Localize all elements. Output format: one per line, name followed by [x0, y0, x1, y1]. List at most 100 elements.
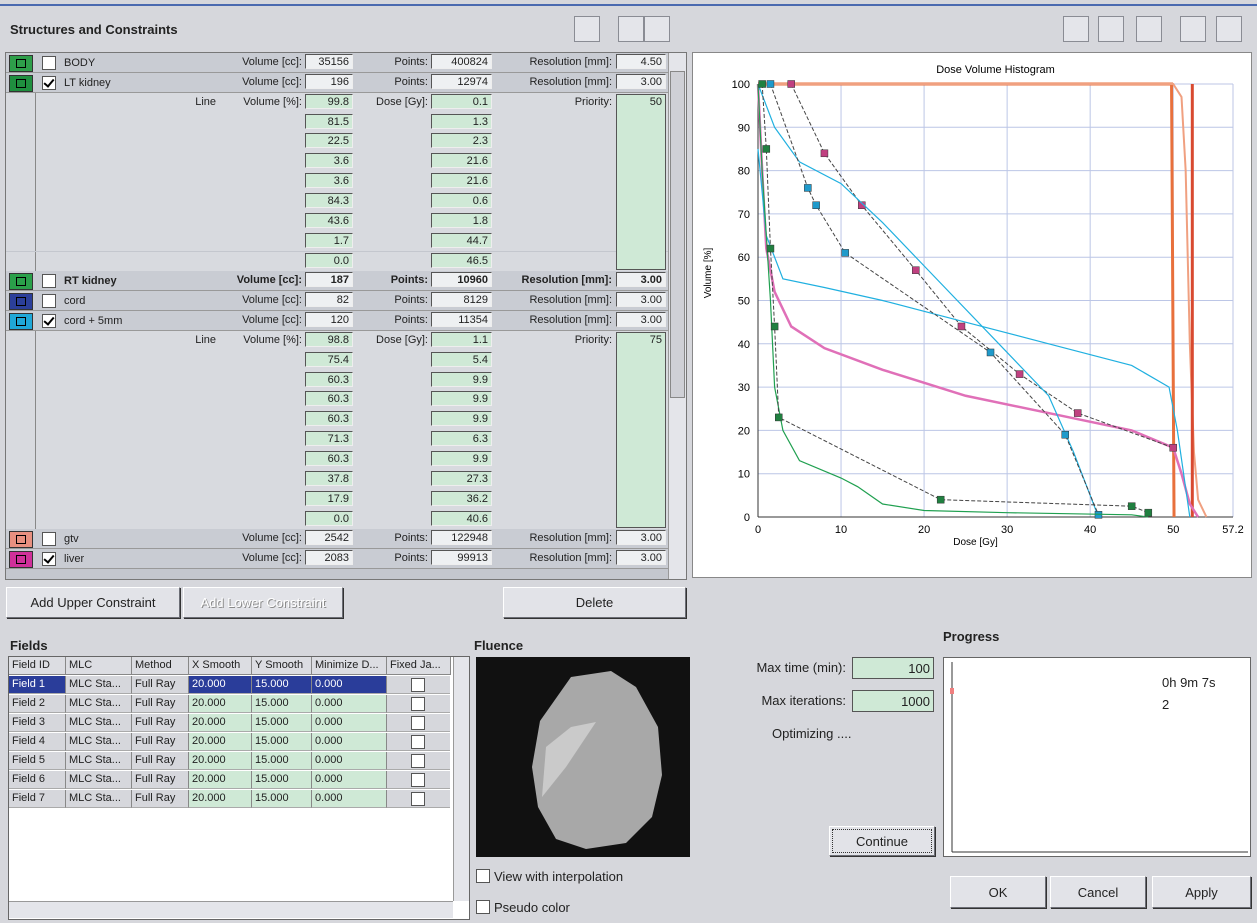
value-box[interactable]: 81.5: [305, 113, 353, 129]
value-box[interactable]: 98.8: [305, 331, 353, 347]
table-cell[interactable]: 20.000: [189, 771, 252, 789]
value-box[interactable]: 40.6: [431, 510, 492, 526]
color-box[interactable]: [9, 55, 33, 72]
value-box[interactable]: 8129: [431, 292, 492, 308]
column-header[interactable]: Fixed Ja...: [387, 657, 451, 675]
visibility-checkbox[interactable]: [42, 314, 56, 329]
value-box[interactable]: 0.1: [431, 93, 492, 109]
table-cell[interactable]: 15.000: [252, 790, 312, 808]
column-header[interactable]: Method: [132, 657, 189, 675]
color-box[interactable]: [9, 313, 33, 331]
button[interactable]: Delete: [503, 587, 686, 618]
table-cell[interactable]: 15.000: [252, 752, 312, 770]
value-box[interactable]: 82: [305, 292, 353, 308]
table-cell[interactable]: 0.000: [312, 695, 387, 713]
value-box[interactable]: 12974: [431, 73, 492, 89]
value-box[interactable]: 3.00: [616, 292, 666, 308]
button[interactable]: Add Lower Constraint: [183, 587, 343, 618]
value-box[interactable]: 2542: [305, 530, 353, 546]
priority-box[interactable]: 75: [616, 331, 666, 529]
tool-button[interactable]: [574, 16, 600, 42]
value-box[interactable]: 22.5: [305, 133, 353, 149]
value-box[interactable]: 36.2: [431, 490, 492, 506]
table-cell[interactable]: 20.000: [189, 733, 252, 751]
column-header[interactable]: X Smooth: [189, 657, 252, 675]
table-cell[interactable]: Field 5: [9, 752, 66, 770]
value-box[interactable]: 5.4: [431, 351, 492, 367]
table-cell[interactable]: MLC Sta...: [66, 695, 132, 713]
tool-button[interactable]: [1063, 16, 1089, 42]
color-box[interactable]: [9, 273, 33, 291]
fixed-jaw-checkbox[interactable]: [411, 792, 425, 806]
tool-button[interactable]: [618, 16, 644, 42]
button[interactable]: Add Upper Constraint: [6, 587, 180, 618]
column-header[interactable]: MLC: [66, 657, 132, 675]
fixed-jaw-checkbox[interactable]: [411, 697, 425, 711]
table-cell[interactable]: MLC Sta...: [66, 790, 132, 808]
table-cell[interactable]: 15.000: [252, 733, 312, 751]
value-box[interactable]: 35156: [305, 54, 353, 69]
tool-button[interactable]: [1216, 16, 1242, 42]
scrollbar[interactable]: [453, 657, 469, 901]
table-cell[interactable]: 15.000: [252, 771, 312, 789]
table-cell[interactable]: Full Ray: [132, 752, 189, 770]
value-box[interactable]: 3.6: [305, 153, 353, 169]
table-cell[interactable]: 15.000: [252, 714, 312, 732]
table-cell[interactable]: 20.000: [189, 676, 252, 694]
table-cell[interactable]: 20.000: [189, 714, 252, 732]
value-box[interactable]: 0.0: [305, 510, 353, 526]
fixed-jaw-checkbox[interactable]: [411, 735, 425, 749]
value-box[interactable]: 43.6: [305, 212, 353, 228]
value-box[interactable]: 0.0: [305, 252, 353, 268]
column-header[interactable]: Field ID: [9, 657, 66, 675]
value-box[interactable]: 9.9: [431, 451, 492, 466]
table-cell[interactable]: Field 1: [9, 676, 66, 694]
table-cell[interactable]: MLC Sta...: [66, 676, 132, 694]
value-box[interactable]: 21.6: [431, 173, 492, 189]
value-box[interactable]: 3.00: [616, 312, 666, 328]
table-cell[interactable]: MLC Sta...: [66, 771, 132, 789]
visibility-checkbox[interactable]: [42, 56, 56, 70]
value-box[interactable]: 4.50: [616, 54, 666, 69]
value-box[interactable]: 99.8: [305, 93, 353, 109]
table-cell[interactable]: 0.000: [312, 752, 387, 770]
value-box[interactable]: 60.3: [305, 371, 353, 387]
value-box[interactable]: 1.1: [431, 331, 492, 347]
value-box[interactable]: 10960: [431, 272, 492, 288]
fixed-jaw-checkbox[interactable]: [411, 716, 425, 730]
value-box[interactable]: 1000: [852, 690, 934, 712]
value-box[interactable]: 9.9: [431, 411, 492, 427]
fixed-jaw-checkbox[interactable]: [411, 754, 425, 768]
value-box[interactable]: 27.3: [431, 470, 492, 486]
value-box[interactable]: 21.6: [431, 153, 492, 169]
value-box[interactable]: 9.9: [431, 391, 492, 407]
value-box[interactable]: 60.3: [305, 451, 353, 466]
value-box[interactable]: 44.7: [431, 232, 492, 248]
value-box[interactable]: 3.6: [305, 173, 353, 189]
button[interactable]: OK: [950, 876, 1046, 908]
table-cell[interactable]: 0.000: [312, 790, 387, 808]
value-box[interactable]: 0.6: [431, 192, 492, 208]
scroll-thumb[interactable]: [670, 71, 685, 398]
table-cell[interactable]: Full Ray: [132, 771, 189, 789]
value-box[interactable]: 2083: [305, 550, 353, 566]
tool-button[interactable]: [1180, 16, 1206, 42]
table-cell[interactable]: Field 6: [9, 771, 66, 789]
table-cell[interactable]: MLC Sta...: [66, 752, 132, 770]
priority-box[interactable]: 50: [616, 93, 666, 271]
value-box[interactable]: 60.3: [305, 391, 353, 407]
tool-button[interactable]: [1136, 16, 1162, 42]
value-box[interactable]: 1.7: [305, 232, 353, 248]
color-box[interactable]: [9, 74, 33, 92]
table-cell[interactable]: Full Ray: [132, 714, 189, 732]
visibility-checkbox[interactable]: [42, 532, 56, 547]
table-cell[interactable]: Field 2: [9, 695, 66, 713]
visibility-checkbox[interactable]: [42, 75, 56, 90]
table-cell[interactable]: Full Ray: [132, 695, 189, 713]
tool-button[interactable]: [644, 16, 670, 42]
value-box[interactable]: 100: [852, 657, 934, 679]
table-cell[interactable]: Field 7: [9, 790, 66, 808]
value-box[interactable]: 6.3: [431, 431, 492, 447]
color-box[interactable]: [9, 293, 33, 311]
fixed-jaw-checkbox[interactable]: [411, 678, 425, 692]
